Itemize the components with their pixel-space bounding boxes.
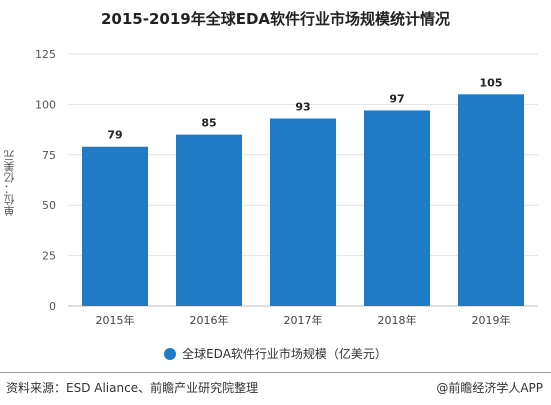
legend: 全球EDA软件行业市场规模（亿美元） xyxy=(0,345,551,362)
bar xyxy=(82,146,148,306)
data-label: 93 xyxy=(295,101,310,114)
x-tick-label: 2018年 xyxy=(378,313,417,327)
bar xyxy=(270,118,336,307)
y-tick-label: 25 xyxy=(42,250,56,263)
bar-chart: 0 25 50 75 100 125 79 85 93 97 105 2015年 2016年 2017… xyxy=(35,48,538,327)
bars xyxy=(82,94,524,307)
y-tick-label: 50 xyxy=(42,199,56,212)
data-label: 79 xyxy=(107,129,122,142)
y-tick-label: 75 xyxy=(42,149,56,162)
y-tick-label: 0 xyxy=(49,300,56,313)
x-tick-label: 2016年 xyxy=(190,313,229,327)
bar xyxy=(364,110,430,306)
legend-marker xyxy=(164,348,177,360)
brand-credit: @前瞻经济学人APP xyxy=(436,381,543,395)
data-labels: 79 85 93 97 105 xyxy=(107,76,502,141)
chart-title: 2015-2019年全球EDA软件行业市场规模统计情况 xyxy=(100,10,451,28)
x-tick-label: 2019年 xyxy=(472,313,511,327)
bar xyxy=(176,134,242,306)
x-tick-label: 2017年 xyxy=(284,313,323,327)
legend-label: 全球EDA软件行业市场规模（亿美元） xyxy=(182,347,387,361)
y-tick-label: 100 xyxy=(35,98,56,111)
data-label: 85 xyxy=(201,117,216,130)
data-label: 97 xyxy=(389,92,404,105)
x-axis-ticks: 2015年 2016年 2017年 2018年 2019年 xyxy=(96,313,511,327)
y-tick-label: 125 xyxy=(35,48,56,61)
footer: 资料来源：ESD Aliance、前瞻产业研究院整理 @前瞻经济学人APP xyxy=(0,372,551,405)
source-note: 资料来源：ESD Aliance、前瞻产业研究院整理 xyxy=(6,381,259,395)
bar xyxy=(458,94,524,306)
data-label: 105 xyxy=(480,76,503,89)
y-axis-ticks: 0 25 50 75 100 125 xyxy=(35,48,56,313)
x-tick-label: 2015年 xyxy=(96,313,135,327)
